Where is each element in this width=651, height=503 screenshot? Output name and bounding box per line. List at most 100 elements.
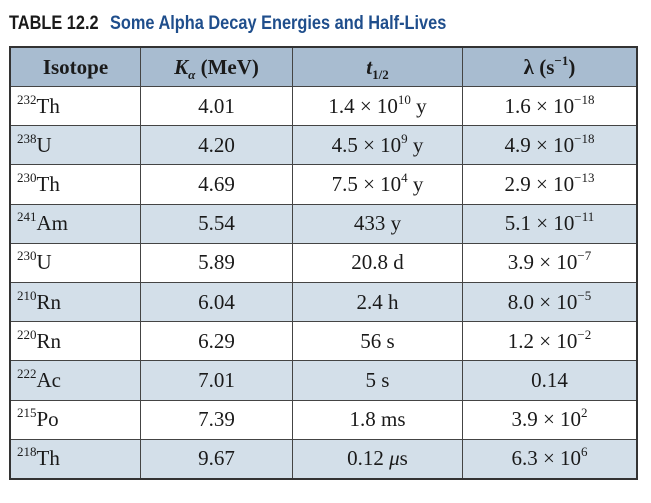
halflife-mantissa: 2.4 h [356, 289, 399, 314]
mass-number: 230 [17, 169, 37, 185]
header-lambda: λ (s−1) [463, 48, 636, 87]
table-number: TABLE 12.2 [9, 13, 99, 34]
halflife-subscript: 1/2 [372, 66, 389, 82]
mass-number: 215 [17, 405, 37, 421]
isotope-cell: 232Th [11, 87, 141, 127]
isotope-cell: 220Rn [11, 322, 141, 362]
lambda-exponent: 6 [581, 444, 588, 460]
halflife-symbol: t [366, 54, 373, 79]
halflife-exponent: 9 [401, 130, 408, 146]
lambda-cell: 1.6 × 10−18 [463, 87, 636, 127]
halflife-cell: 1.8 ms [293, 400, 463, 440]
lambda-mantissa: 1.6 × 10 [504, 93, 575, 118]
energy-unit: (MeV) [200, 54, 259, 79]
mass-number: 241 [17, 209, 37, 225]
table-row: 210Rn 6.04 2.4 h 8.0 × 10−5 [11, 282, 636, 323]
header-isotope: Isotope [11, 48, 141, 87]
lambda-cell: 4.9 × 10−18 [463, 126, 636, 166]
halflife-unit: y [407, 171, 424, 196]
header-halflife: t1/2 [293, 48, 463, 87]
element-symbol: Th [36, 171, 60, 196]
mass-number: 210 [17, 287, 37, 303]
halflife-mantissa: 1.8 ms [349, 407, 406, 432]
table-row: 230U 5.89 20.8 d 3.9 × 10−7 [11, 243, 636, 283]
table-row: 232Th 4.01 1.4 × 1010 y 1.6 × 10−18 [11, 87, 636, 127]
halflife-cell: 4.5 × 109 y [293, 126, 463, 166]
halflife-mantissa: 4.5 × 10 [331, 132, 402, 157]
energy-cell: 4.69 [141, 165, 293, 205]
lambda-cell: 3.9 × 10−7 [463, 243, 636, 283]
decay-table: Isotope Kα (MeV) t1/2 λ (s−1) 232Th 4.01 1… [9, 46, 638, 480]
halflife-unit: y [410, 93, 427, 118]
isotope-cell: 222Ac [11, 361, 141, 401]
element-symbol: Rn [36, 289, 62, 314]
energy-cell: 5.54 [141, 204, 293, 244]
table-row: 215Po 7.39 1.8 ms 3.9 × 102 [11, 400, 636, 440]
lambda-exponent: −2 [577, 326, 592, 342]
mass-number: 220 [17, 326, 37, 342]
isotope-cell: 230U [11, 243, 141, 283]
mass-number: 218 [17, 444, 37, 460]
lambda-exponent: −5 [577, 287, 592, 303]
isotope-cell: 241Am [11, 204, 141, 244]
element-symbol: Th [36, 446, 60, 471]
energy-cell: 5.89 [141, 243, 293, 283]
lambda-mantissa: 1.2 × 10 [507, 328, 578, 353]
lambda-mantissa: 3.9 × 10 [511, 407, 582, 432]
halflife-mantissa: 433 y [353, 211, 402, 236]
lambda-mantissa: 3.9 × 10 [507, 250, 578, 275]
energy-cell: 4.01 [141, 87, 293, 127]
lambda-exponent: −13 [574, 169, 595, 185]
halflife-mantissa: 0.12 [347, 446, 390, 471]
halflife-mantissa: 1.4 × 10 [328, 93, 398, 118]
halflife-mantissa: 20.8 d [351, 250, 404, 275]
element-symbol: U [36, 132, 52, 157]
halflife-cell: 5 s [293, 361, 463, 401]
halflife-mantissa: 5 s [365, 367, 390, 392]
header-row: Isotope Kα (MeV) t1/2 λ (s−1) [11, 48, 636, 87]
element-symbol: Th [36, 93, 60, 118]
energy-subscript: α [188, 66, 196, 82]
lambda-mantissa: 5.1 × 10 [504, 211, 575, 236]
lambda-cell: 3.9 × 102 [463, 400, 636, 440]
table-caption: TABLE 12.2 Some Alpha Decay Energies and… [9, 8, 446, 40]
mass-number: 232 [17, 91, 37, 107]
lambda-mantissa: 6.3 × 10 [511, 446, 582, 471]
table-row: 222Ac 7.01 5 s 0.14 [11, 361, 636, 401]
energy-cell: 7.39 [141, 400, 293, 440]
lambda-exponent: 2 [581, 405, 588, 421]
isotope-cell: 238U [11, 126, 141, 166]
element-symbol: Ac [36, 367, 62, 392]
halflife-cell: 7.5 × 104 y [293, 165, 463, 205]
isotope-cell: 210Rn [11, 282, 141, 323]
halflife-mantissa: 56 s [360, 328, 395, 353]
halflife-exponent: 4 [401, 169, 408, 185]
element-symbol: U [36, 250, 52, 275]
element-symbol: Po [36, 407, 59, 432]
lambda-mantissa: 4.9 × 10 [504, 132, 575, 157]
energy-cell: 6.04 [141, 282, 293, 323]
halflife-cell: 433 y [293, 204, 463, 244]
lambda-mantissa: 2.9 × 10 [504, 171, 575, 196]
mass-number: 222 [17, 365, 37, 381]
halflife-cell: 1.4 × 1010 y [293, 87, 463, 127]
lambda-exponent: −1 [554, 52, 569, 68]
energy-cell: 7.01 [141, 361, 293, 401]
lambda-mantissa: 8.0 × 10 [507, 289, 578, 314]
energy-cell: 6.29 [141, 322, 293, 362]
halflife-exponent: 10 [397, 91, 411, 107]
isotope-cell: 218Th [11, 439, 141, 478]
isotope-cell: 230Th [11, 165, 141, 205]
table-row: 220Rn 6.29 56 s 1.2 × 10−2 [11, 322, 636, 362]
lambda-mantissa: 0.14 [531, 367, 568, 392]
halflife-cell: 56 s [293, 322, 463, 362]
table-row: 238U 4.20 4.5 × 109 y 4.9 × 10−18 [11, 126, 636, 166]
halflife-mantissa: 7.5 × 10 [331, 171, 402, 196]
mass-number: 230 [17, 248, 37, 264]
energy-cell: 4.20 [141, 126, 293, 166]
lambda-cell: 2.9 × 10−13 [463, 165, 636, 205]
lambda-cell: 1.2 × 10−2 [463, 322, 636, 362]
lambda-cell: 0.14 [463, 361, 636, 401]
lambda-cell: 5.1 × 10−11 [463, 204, 636, 244]
lambda-exponent: −7 [577, 248, 592, 264]
